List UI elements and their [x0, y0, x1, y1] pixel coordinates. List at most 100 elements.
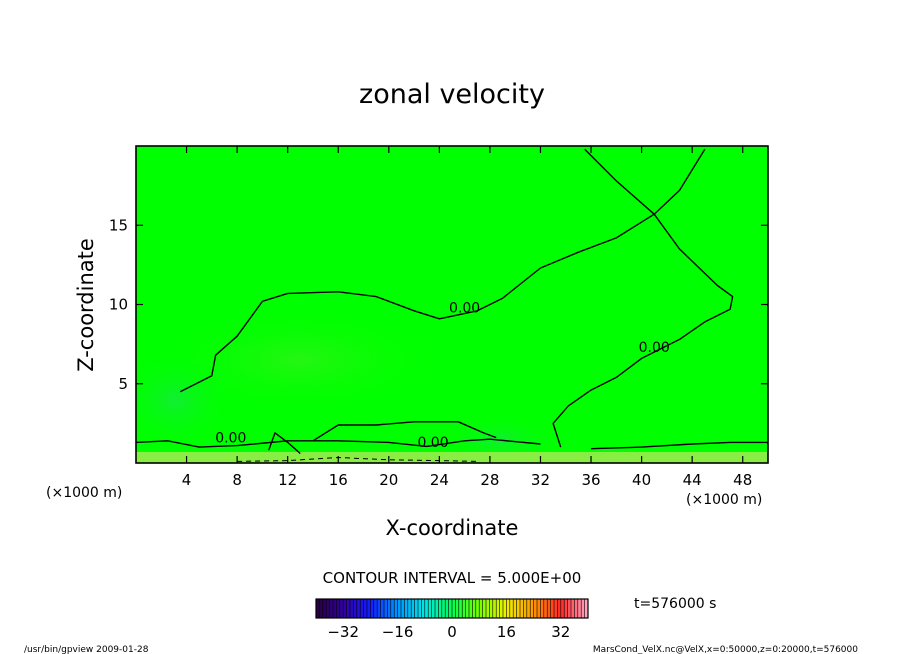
zero-contour-line — [268, 432, 301, 455]
zero-contour-line — [312, 421, 497, 442]
x-tick-label: 24 — [430, 471, 449, 489]
y-tick-label: 15 — [109, 216, 128, 234]
colorbar-cell — [577, 599, 582, 618]
colorbar-cell — [380, 599, 385, 618]
colorbar-cell — [438, 599, 442, 618]
colorbar-cell — [404, 599, 408, 618]
colorbar-cell — [390, 599, 395, 618]
y-axis-ticks: 5 10 15 — [109, 216, 768, 393]
colorbar-cell — [435, 599, 439, 618]
colorbar-cell — [370, 599, 374, 618]
colorbar-ticks: −32 −16 0 16 32 — [327, 623, 570, 641]
colorbar-cell — [333, 599, 337, 618]
colorbar-cell — [513, 599, 517, 618]
colorbar-tick-label: −16 — [382, 623, 414, 641]
colorbar-cell — [523, 599, 527, 618]
colorbar-cell — [479, 599, 483, 618]
colorbar-cell — [346, 599, 351, 618]
colorbar-cell — [458, 599, 463, 618]
colorbar-cell — [418, 599, 422, 618]
zero-contour-line — [584, 148, 706, 215]
colorbar-cell — [336, 599, 340, 618]
colorbar-cell — [329, 599, 334, 618]
colorbar-cell — [537, 599, 541, 618]
surface-band — [136, 452, 768, 463]
colorbar-cell — [431, 599, 436, 618]
colorbar-cell — [326, 599, 330, 618]
colorbar-cell — [356, 599, 361, 618]
y-tick-label: 10 — [109, 296, 128, 314]
colorbar-cell — [509, 599, 514, 618]
colorbar-tick-label: −32 — [327, 623, 359, 641]
x-tick-label: 20 — [379, 471, 398, 489]
zero-contour-line — [590, 441, 768, 450]
negative-contour-line — [237, 456, 478, 462]
plot-area: 0.000.000.00 0.00 4 8 12 16 20 24 28 32 36 40 44 48 … — [109, 145, 769, 489]
contour-label: 0.00 — [215, 430, 246, 446]
colorbar-cell — [339, 599, 344, 618]
colorbar-cell — [574, 599, 578, 618]
y-axis-label: Z-coordinate — [74, 238, 98, 372]
colorbar-cell — [584, 599, 589, 618]
colorbar-cell — [550, 599, 555, 618]
colorbar-cell — [503, 599, 507, 618]
colorbar-cell — [486, 599, 490, 618]
colorbar-cell — [394, 599, 398, 618]
colorbar-cell — [492, 599, 497, 618]
colorbar-cell — [540, 599, 544, 618]
colorbar-cell — [397, 599, 402, 618]
contour-interval-label: CONTOUR INTERVAL = 5.000E+00 — [323, 569, 582, 587]
colorbar-cell — [411, 599, 415, 618]
colorbar-cell — [414, 599, 419, 618]
colorbar-cell — [428, 599, 432, 618]
colorbar-cell — [401, 599, 405, 618]
colorbar-cell — [319, 599, 323, 618]
colorbar-tick-label: 16 — [497, 623, 516, 641]
x-axis-ticks: 4 8 12 16 20 24 28 32 36 40 44 48 — [182, 146, 752, 489]
colorbar-cell — [316, 599, 320, 618]
contour-lines — [136, 148, 768, 462]
colorbar-cell — [543, 599, 548, 618]
colorbar-cell — [424, 599, 429, 618]
colorbar-cell — [489, 599, 493, 618]
chart-title: zonal velocity — [359, 79, 545, 110]
colorbar-cell — [526, 599, 531, 618]
x-tick-label: 48 — [733, 471, 752, 489]
colorbar-cell — [377, 599, 381, 618]
colorbar-cell — [465, 599, 470, 618]
colorbar-cell — [462, 599, 466, 618]
colorbar-frame — [315, 598, 589, 619]
colorbar-cell — [560, 599, 565, 618]
contour-label: 0.00 — [417, 435, 448, 451]
colorbar-cell — [567, 599, 572, 618]
x-tick-label: 8 — [232, 471, 242, 489]
x-tick-label: 4 — [182, 471, 192, 489]
colorbar-cell — [496, 599, 500, 618]
x-axis-label: X-coordinate — [386, 516, 519, 540]
zero-contour-line — [136, 438, 541, 448]
contour-label-group: 0.00 0.00 0.00 0.00 — [215, 300, 670, 451]
colorbar-cell — [520, 599, 524, 618]
zero-contour-line — [262, 213, 734, 448]
colorbar-cell — [452, 599, 456, 618]
colorbar-cell — [441, 599, 446, 618]
contour-label: 0.00 — [639, 340, 670, 356]
colorbar-cell — [448, 599, 453, 618]
colorbar-cell — [421, 599, 425, 618]
colorbar-cell — [482, 599, 487, 618]
colorbar-cell — [506, 599, 510, 618]
colorbar-cell — [475, 599, 480, 618]
colorbar-cell — [367, 599, 371, 618]
time-label: t=576000 s — [634, 596, 716, 612]
contour-label: 0.00 — [449, 300, 480, 316]
x-tick-label: 16 — [329, 471, 348, 489]
colorbar-cell — [516, 599, 521, 618]
y-unit-label: (×1000 m) — [46, 485, 122, 501]
colorbar-cell — [360, 599, 364, 618]
colorbar-cell — [353, 599, 357, 618]
colorbar — [315, 598, 589, 619]
colorbar-cell — [499, 599, 504, 618]
colorbar-cell — [350, 599, 354, 618]
colorbar-cell — [571, 599, 575, 618]
